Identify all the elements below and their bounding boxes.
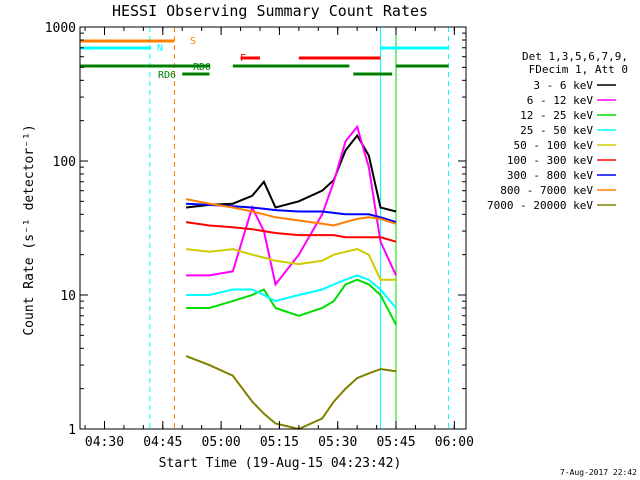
x-tick-label: 04:45 [143,435,182,450]
plot-frame [79,26,467,430]
legend-label: 25 - 50 keV [520,124,593,137]
legend-header: Det 1,3,5,6,7,9, [522,50,628,63]
y-axis: 1 10 100 1000 [45,21,466,438]
x-tick-label: 06:00 [435,435,474,450]
series-line-2 [186,278,397,326]
flag-label-f: F [240,53,246,64]
legend-label: 3 - 6 keV [533,79,593,92]
y-tick-label: 10 [60,289,76,304]
series-line-8 [185,355,397,431]
y-tick-label: 100 [53,155,76,170]
x-tick-label: 05:30 [318,435,357,450]
legend-label: 50 - 100 keV [514,139,594,152]
y-tick-label: 1000 [45,21,76,36]
timestamp: 7-Aug-2017 22:42 [560,468,637,477]
x-axis: 04:30 04:45 05:00 05:15 05:30 05:45 06:00 [84,27,474,450]
y-axis-label: Count Rate (s⁻¹ detector⁻¹) [22,124,37,335]
series-line-7 [185,198,397,227]
series-line-4 [185,248,396,281]
legend-label: 6 - 12 keV [527,94,594,107]
legend: Det 1,3,5,6,7,9,FDecim 1, Att 0 3 - 6 keV… [487,50,628,212]
series-line-3 [186,274,397,309]
flag-label-rd6: RD6 [158,70,176,81]
legend-label: 7000 - 20000 keV [487,199,593,212]
x-tick-label: 05:15 [260,435,299,450]
x-axis-label: Start Time (19-Aug-15 04:23:42) [159,456,402,471]
legend-label: 800 - 7000 keV [500,184,593,197]
series-line-5 [185,221,397,243]
chart-title: HESSI Observing Summary Count Rates [112,2,428,20]
x-tick-label: 04:30 [85,435,124,450]
legend-label: 100 - 300 keV [507,154,593,167]
plot-area: S N F RD0 RD6 [79,27,450,431]
x-tick-label: 05:00 [202,435,241,450]
legend-label: 12 - 25 keV [520,109,593,122]
flag-label-rd0: RD0 [193,62,211,73]
series-line-0 [185,133,397,213]
flag-label-n: N [157,43,163,54]
legend-label: 300 - 800 keV [507,169,593,182]
series-line-6 [186,202,397,224]
x-tick-label: 05:45 [376,435,415,450]
flag-label-s: S [190,36,196,47]
y-tick-label: 1 [68,423,76,438]
legend-header: FDecim 1, Att 0 [529,63,628,76]
